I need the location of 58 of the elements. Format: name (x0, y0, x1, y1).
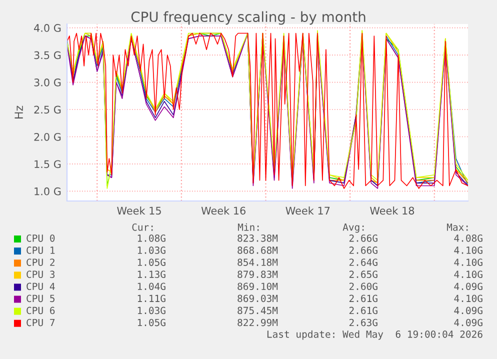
text: 4.10G (454, 246, 482, 254)
text: Max: (446, 224, 468, 231)
text: 879.83M (238, 270, 278, 278)
text: 875.45M (238, 306, 278, 314)
legend-label: CPU 0 (26, 234, 55, 242)
text: 4.10G (454, 258, 482, 266)
y-tick-label: 3.0 G (34, 78, 61, 86)
y-tick-label: 2.0 G (34, 132, 61, 141)
x-tick-label: Week 16 (201, 206, 246, 215)
text: 1.03G (138, 306, 166, 314)
text: 4.10G (454, 270, 482, 278)
text: 4.09G (454, 282, 482, 290)
text: Min: (238, 223, 259, 231)
y-axis-title: Hz (14, 106, 23, 119)
legend-label: CPU 5 (26, 294, 54, 302)
text: 1.13G (138, 270, 166, 278)
y-tick-label: 2.5 G (34, 106, 61, 114)
text: 1.05G (138, 318, 166, 326)
legend-label: CPU 6 (26, 306, 55, 314)
x-tick-label: Week 18 (370, 206, 414, 215)
text: 2.63G (349, 318, 378, 326)
text: 4.09G (454, 306, 482, 314)
legend-label: CPU 7 (26, 318, 55, 326)
text: Last update: Wed May 6 19:00:04 2026 (267, 330, 482, 340)
legend-label: CPU 3 (26, 270, 55, 278)
text: 2.65G (349, 270, 378, 278)
text: 2.64G (349, 258, 378, 266)
text: 1.11G (138, 294, 166, 302)
text: 1.08G (138, 234, 166, 242)
text: 868.68M (238, 246, 278, 254)
text: 823.38M (238, 234, 278, 242)
text: 854.18M (238, 258, 278, 266)
text: 1.05G (138, 258, 166, 266)
text: 2.61G (349, 306, 378, 314)
text: 4.09G (454, 318, 482, 326)
chart-title: CPU frequency scaling - by month (131, 11, 366, 25)
text: 2.66G (349, 234, 378, 242)
text: 1.03G (138, 246, 166, 254)
y-tick-label: 1.0 G (34, 187, 61, 196)
text: 2.61G (349, 294, 378, 302)
text: Cur: (132, 223, 153, 231)
legend-label: CPU 2 (26, 258, 54, 266)
y-tick-label: 4.0 G (34, 24, 61, 32)
text: 2.60G (349, 282, 378, 290)
text: Avg: (342, 224, 364, 233)
text: 869.10M (238, 282, 278, 290)
text: 2.66G (349, 246, 378, 254)
text: 869.03M (238, 294, 278, 302)
legend-label: CPU 4 (26, 282, 55, 290)
text: 822.99M (238, 318, 278, 326)
legend-label: CPU 1 (26, 246, 55, 254)
text: 4.10G (454, 294, 482, 302)
y-tick-label: 1.5 G (34, 160, 61, 168)
x-tick-label: Week 15 (117, 206, 161, 215)
x-tick-label: Week 17 (286, 206, 330, 215)
y-tick-label: 3.5 G (34, 51, 61, 60)
text: 4.08G (454, 234, 482, 242)
text: 1.04G (138, 282, 166, 290)
